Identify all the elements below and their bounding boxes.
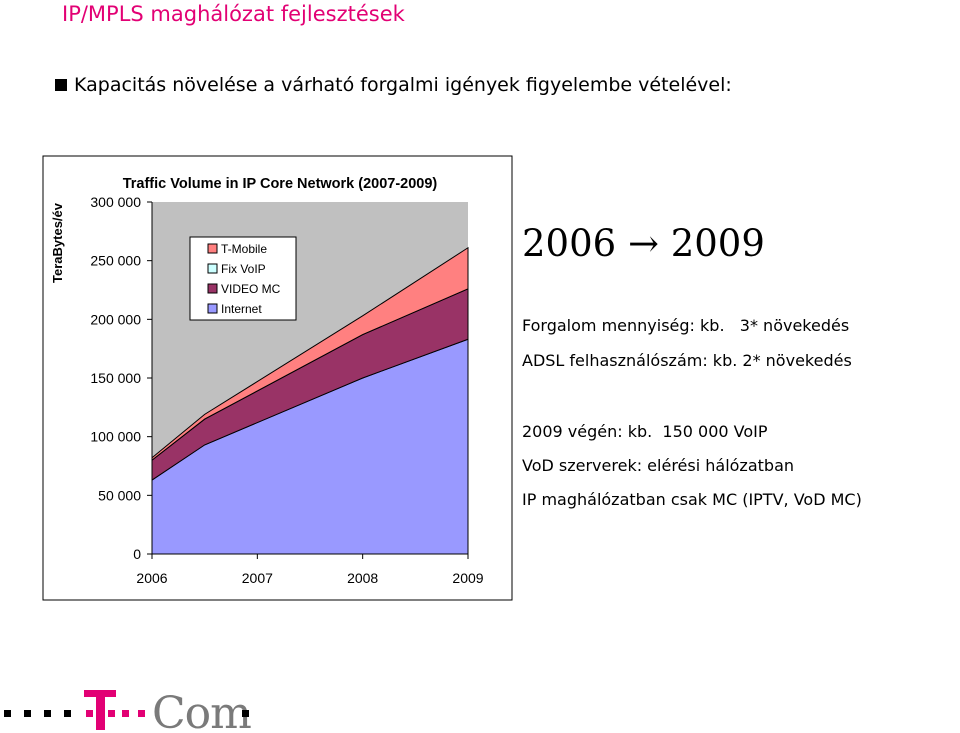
area-t-mobile <box>151 246 469 462</box>
adsl-growth-text: ADSL felhasználószám: kb. 2* növekedés <box>522 351 852 370</box>
y-tick-label: 0 <box>133 546 141 562</box>
voip-count-text: 2009 végén: kb. 150 000 VoIP <box>522 422 768 441</box>
y-tick-label: 50 000 <box>98 487 141 503</box>
legend-label-video-mc: VIDEO MC <box>221 282 281 296</box>
heading-to: 2009 <box>670 222 765 265</box>
chart-title: Traffic Volume in IP Core Network (2007-… <box>123 176 438 192</box>
x-tick-label: 2006 <box>136 570 167 586</box>
y-tick-label: 250 000 <box>90 253 141 269</box>
slide-title: IP/MPLS maghálózat fejlesztések <box>62 2 405 26</box>
y-tick-label: 200 000 <box>90 311 141 327</box>
x-tick-label: 2007 <box>242 570 273 586</box>
ip-core-mc-text: IP maghálózatban csak MC (IPTV, VoD MC) <box>522 490 862 509</box>
legend-swatch-t-mobile <box>207 243 218 254</box>
legend-swatch-video-mc <box>207 283 218 294</box>
t-com-logo: Com <box>4 688 252 732</box>
svg-text:Com: Com <box>152 688 251 732</box>
legend-swatch-internet <box>207 303 218 314</box>
vod-servers-text: VoD szerverek: elérési hálózatban <box>522 456 795 475</box>
legend-label-internet: Internet <box>221 302 262 316</box>
year-range-heading: 2006 → 2009 <box>522 222 765 265</box>
x-tick-label: 2009 <box>452 570 483 586</box>
legend-label-t-mobile: T-Mobile <box>221 242 267 256</box>
traffic-growth-text: Forgalom mennyiség: kb. 3* növekedés <box>522 316 850 335</box>
bullet-item: Kapacitás növelése a várható forgalmi ig… <box>55 74 732 96</box>
bullet-square-icon <box>55 79 67 91</box>
arrow-right-icon: → <box>627 222 659 265</box>
y-tick-label: 100 000 <box>90 429 141 445</box>
y-axis-label: TeraBytes/év <box>50 202 65 283</box>
legend-label-fix-voip: Fix VoIP <box>221 262 266 276</box>
y-tick-label: 150 000 <box>90 370 141 386</box>
legend-swatch-fix-voip <box>207 263 218 274</box>
bullet-text: Kapacitás növelése a várható forgalmi ig… <box>74 74 732 96</box>
heading-from: 2006 <box>522 222 617 265</box>
x-tick-label: 2008 <box>347 570 378 586</box>
y-tick-label: 300 000 <box>90 194 141 210</box>
